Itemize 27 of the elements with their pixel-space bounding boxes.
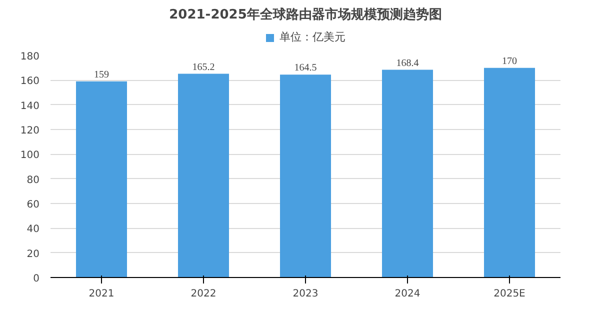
y-tick-label: 60 [26, 200, 40, 210]
x-tick-label: 2021 [88, 288, 114, 300]
legend-label: 单位：亿美元 [280, 30, 346, 44]
y-tick-label: 20 [26, 248, 40, 260]
y-tick-label: 100 [20, 150, 40, 162]
bar [76, 81, 127, 278]
data-label: 170 [502, 56, 517, 67]
data-label: 164.5 [294, 62, 317, 74]
y-tick-label: 80 [26, 174, 40, 186]
y-tick-label: 180 [20, 52, 40, 62]
data-label: 165.2 [192, 62, 215, 73]
data-label: 159 [94, 69, 109, 80]
x-tick-label: 2022 [190, 288, 216, 300]
y-tick-label: 0 [33, 274, 40, 284]
y-tick-label: 120 [20, 126, 40, 136]
bar [382, 70, 433, 278]
bar [484, 68, 535, 278]
data-label: 168.4 [396, 58, 419, 69]
bar [178, 74, 229, 278]
y-tick-label: 40 [26, 224, 40, 236]
x-tick-label: 2025E [494, 288, 526, 300]
bar [280, 74, 331, 278]
chart-title: 2021-2025年全球路由器市场规模预测趋势图 [169, 6, 442, 22]
y-tick-label: 140 [20, 100, 40, 112]
x-tick-label: 2024 [394, 288, 420, 300]
y-tick-label: 160 [20, 76, 40, 88]
x-tick-label: 2023 [292, 288, 318, 300]
